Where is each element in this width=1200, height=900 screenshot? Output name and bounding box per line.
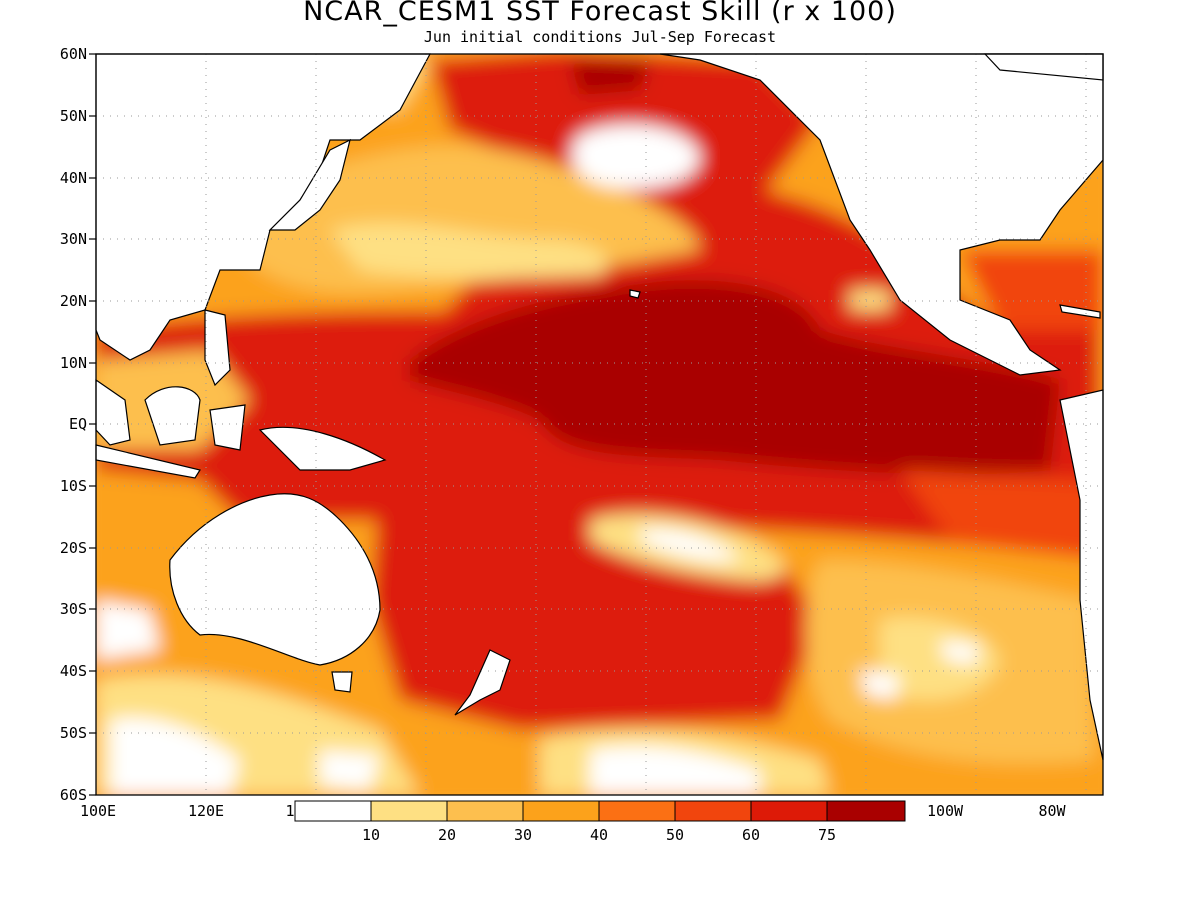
lat-label-30n: 30N [59,230,87,248]
colorbar-label-30: 30 [513,826,533,844]
lon-label-100w: 100W [926,802,964,820]
lat-label-10n: 10N [59,354,87,372]
colorbar-label-75: 75 [817,826,837,844]
colorbar-bin-2 [446,800,524,822]
lon-label-partial: 1 [285,802,295,820]
colorbar-bin-7 [826,800,906,822]
lat-label-40n: 40N [59,169,87,187]
lat-label-10s: 10S [59,477,87,495]
colorbar-label-20: 20 [437,826,457,844]
skill-field [96,54,1103,795]
colorbar-label-50: 50 [665,826,685,844]
colorbar-bin-0 [294,800,372,822]
lat-label-60s: 60S [59,786,87,804]
lat-label-50n: 50N [59,107,87,125]
lat-label-eq: EQ [68,415,87,433]
colorbar [294,800,906,822]
lat-label-30s: 30S [59,600,87,618]
lat-label-60n: 60N [59,45,87,63]
colorbar-bin-6 [750,800,828,822]
axis-ticks [89,53,96,796]
colorbar-label-10: 10 [361,826,381,844]
lat-label-50s: 50S [59,724,87,742]
colorbar-bin-3 [522,800,600,822]
colorbar-bin-5 [674,800,752,822]
land-masses [95,53,1104,761]
colorbar-label-60: 60 [741,826,761,844]
colorbar-label-40: 40 [589,826,609,844]
lon-label-80w: 80W [1038,802,1066,820]
map-subtitle: Jun initial conditions Jul-Sep Forecast [423,28,777,46]
lat-label-20n: 20N [59,292,87,310]
map-title: NCAR_CESM1 SST Forecast Skill (r x 100) [303,0,897,27]
colorbar-bin-4 [598,800,676,822]
lat-label-40s: 40S [59,662,87,680]
lon-label-120e: 120E [187,802,225,820]
lon-label-100e: 100E [79,802,117,820]
colorbar-bin-1 [370,800,448,822]
lat-label-20s: 20S [59,539,87,557]
